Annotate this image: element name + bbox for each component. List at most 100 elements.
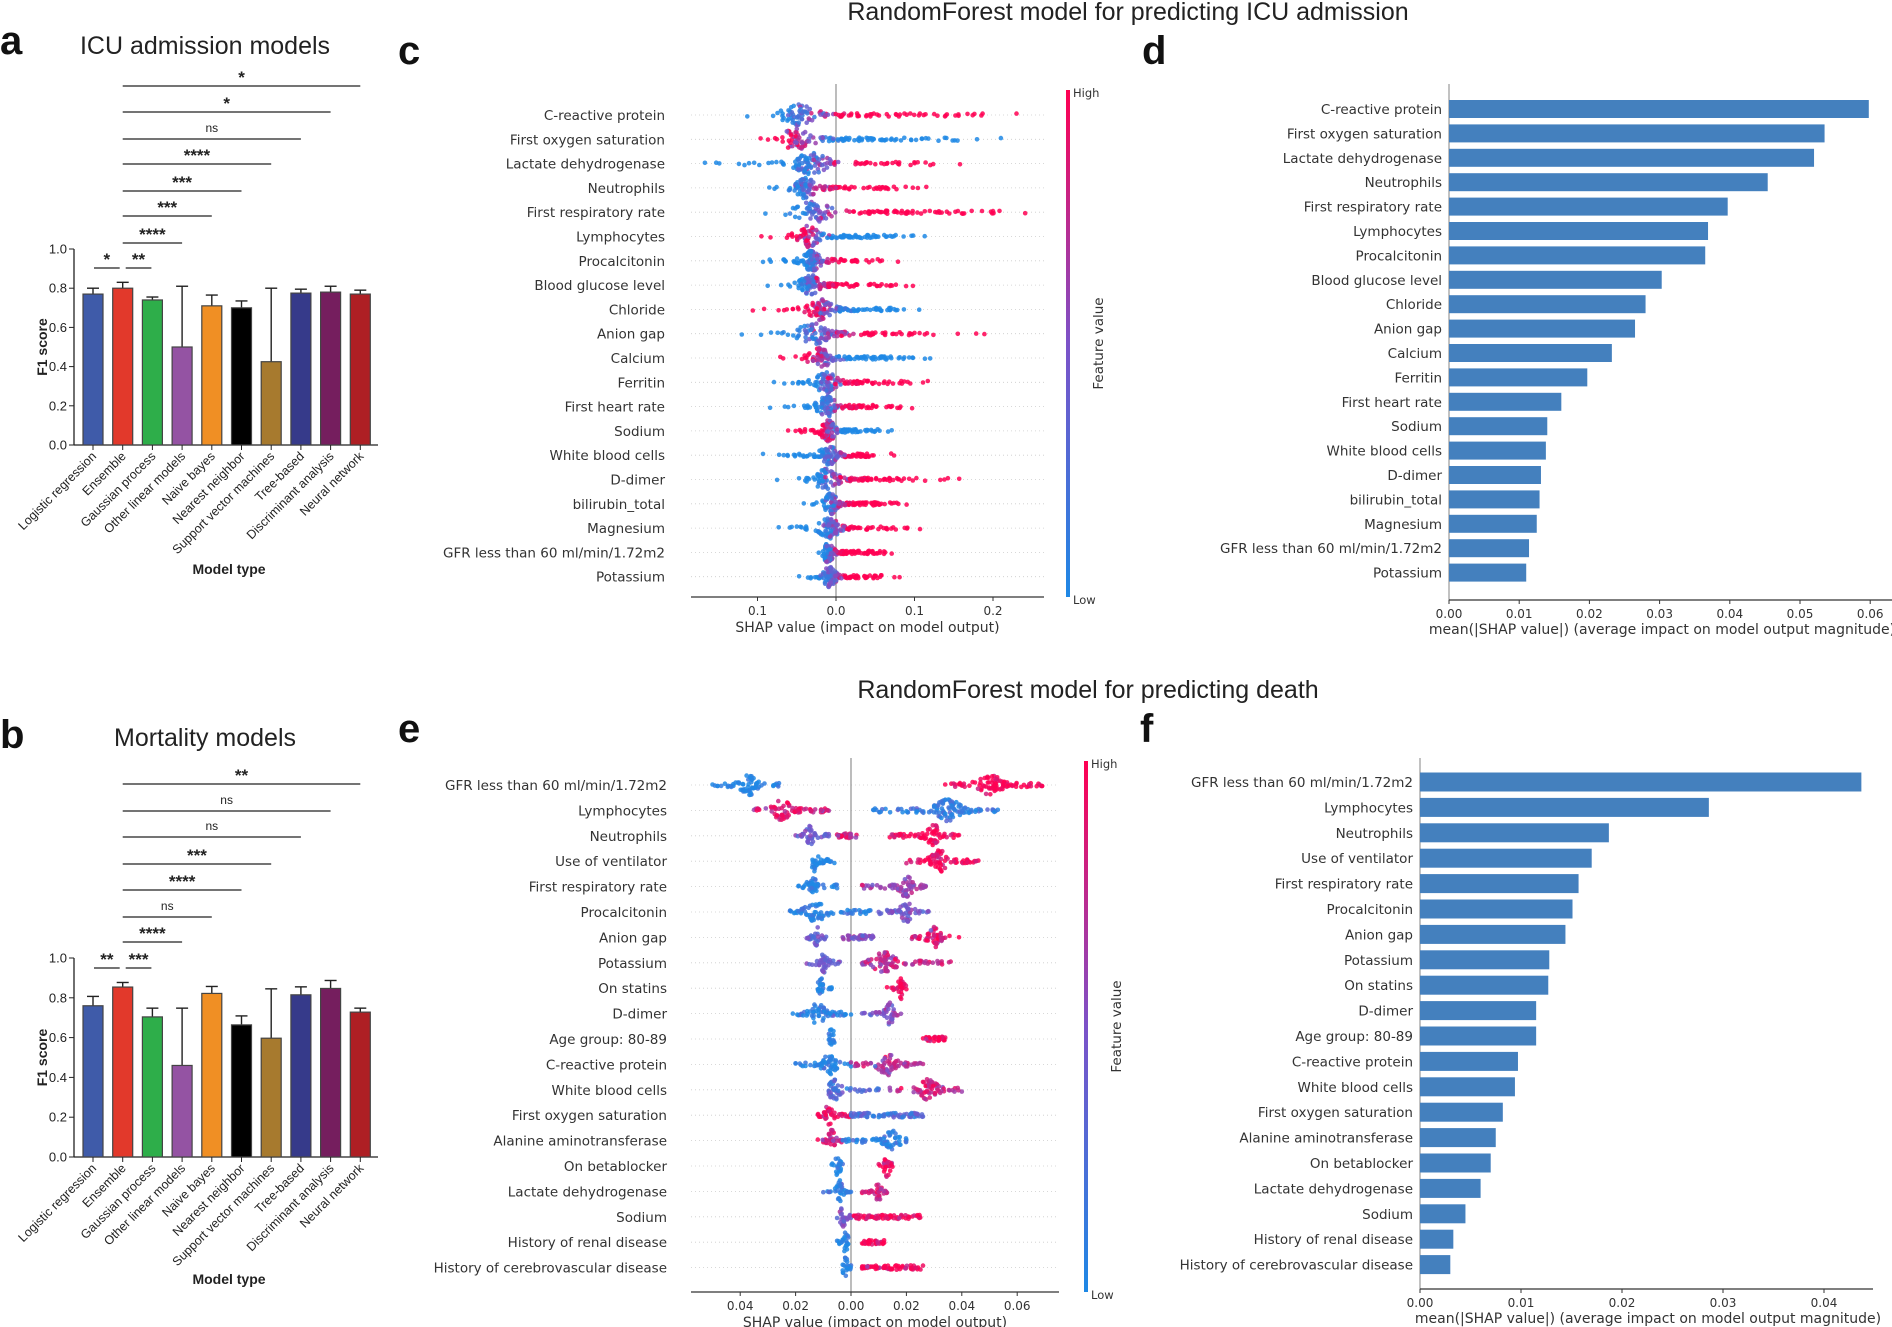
feature-label: Procalcitonin	[1327, 902, 1413, 918]
significance-label: ***	[172, 173, 192, 192]
shap-point	[828, 161, 833, 167]
shap-point	[882, 501, 887, 507]
feature-label: Lymphocytes	[578, 803, 667, 819]
shap-point	[815, 484, 821, 489]
importance-bar	[1449, 319, 1636, 338]
shap-point	[765, 137, 771, 142]
shap-point	[875, 1239, 880, 1244]
shap-point	[824, 566, 829, 571]
shap-point	[862, 1189, 868, 1195]
shap-point	[889, 1266, 894, 1272]
shap-point	[903, 1136, 909, 1141]
shap-point	[848, 1086, 853, 1091]
feature-label: First oxygen saturation	[1258, 1105, 1413, 1121]
shap-point	[799, 525, 804, 530]
feature-label: Neutrophils	[588, 181, 665, 197]
shap-point	[819, 162, 825, 168]
shap-point	[906, 1216, 911, 1222]
shap-point	[806, 309, 812, 314]
shap-point	[969, 807, 974, 813]
feature-label: First respiratory rate	[1304, 200, 1442, 216]
shap-point	[838, 450, 844, 456]
shap-point	[786, 108, 791, 113]
shap-point	[948, 818, 953, 823]
shap-point	[776, 798, 781, 804]
shap-point	[781, 115, 786, 121]
shap-point	[892, 574, 897, 580]
shap-point	[815, 925, 820, 930]
shap-point	[821, 311, 827, 316]
shap-point	[782, 809, 788, 814]
shap-point	[833, 522, 839, 527]
x-tick-label: 0.04	[1811, 1296, 1838, 1310]
feature-label: Procalcitonin	[579, 254, 665, 270]
shap-point	[748, 792, 753, 798]
shap-point	[745, 114, 750, 119]
shap-point	[806, 139, 812, 144]
shap-point	[829, 461, 835, 467]
shap-point	[787, 185, 793, 191]
bar	[230, 307, 253, 446]
shap-point	[833, 185, 838, 191]
shap-point	[846, 526, 851, 531]
feature-label: Blood glucose level	[1311, 273, 1442, 289]
feature-label: Use of ventilator	[555, 854, 667, 870]
shap-point	[854, 405, 859, 410]
shap-point	[835, 159, 841, 165]
shap-point	[839, 136, 844, 142]
shap-point	[888, 451, 894, 456]
feature-label: C-reactive protein	[1321, 102, 1442, 118]
x-tick-label: 0.00	[1407, 1296, 1434, 1310]
feature-label: GFR less than 60 ml/min/1.72m2	[1191, 775, 1413, 791]
feature-label: First heart rate	[1342, 395, 1442, 411]
shap-point	[860, 500, 866, 506]
shap-point	[829, 397, 834, 403]
shap-point	[803, 200, 809, 206]
shap-point	[889, 501, 894, 506]
shap-point	[850, 1138, 856, 1143]
shap-point	[813, 330, 818, 336]
shap-point	[781, 307, 787, 313]
shap-point	[939, 806, 945, 811]
shap-point	[822, 581, 828, 586]
shap-point	[829, 423, 834, 428]
shap-point	[882, 886, 888, 891]
shap-point	[866, 211, 871, 216]
shap-point	[873, 1010, 879, 1015]
shap-point	[869, 380, 875, 386]
shap-point	[813, 528, 819, 533]
shap-point	[800, 192, 806, 198]
shap-point	[912, 330, 917, 336]
importance-bar	[1449, 441, 1546, 460]
shap-point	[884, 1068, 890, 1073]
feature-label: History of cerebrovascular disease	[1180, 1258, 1413, 1274]
shap-point	[844, 281, 850, 287]
shap-point	[892, 834, 897, 840]
shap-point	[888, 305, 893, 311]
shap-point	[779, 817, 784, 822]
shap-point	[791, 452, 797, 458]
importance-bar	[1449, 246, 1706, 265]
shap-point	[913, 959, 918, 964]
shap-point	[890, 964, 896, 970]
feature-label: D-dimer	[1358, 1004, 1413, 1020]
feature-label: bilirubin_total	[573, 497, 665, 513]
shap-point	[818, 910, 824, 915]
shap-point	[833, 962, 838, 967]
shap-point	[975, 786, 981, 792]
shap-point	[839, 1083, 845, 1089]
feature-label: Neutrophils	[1365, 175, 1442, 191]
feature-label: On betablocker	[1310, 1156, 1414, 1172]
shap-point	[859, 1113, 864, 1119]
shap-point	[878, 885, 883, 891]
shap-point	[935, 1087, 940, 1093]
x-axis-label: Model type	[192, 561, 265, 577]
shap-point	[884, 527, 890, 532]
shap-point	[930, 161, 936, 167]
shap-point	[944, 818, 949, 824]
shap-point	[917, 933, 923, 939]
shap-point	[881, 1238, 887, 1243]
shap-point	[828, 1080, 833, 1086]
importance-bar	[1449, 344, 1612, 362]
